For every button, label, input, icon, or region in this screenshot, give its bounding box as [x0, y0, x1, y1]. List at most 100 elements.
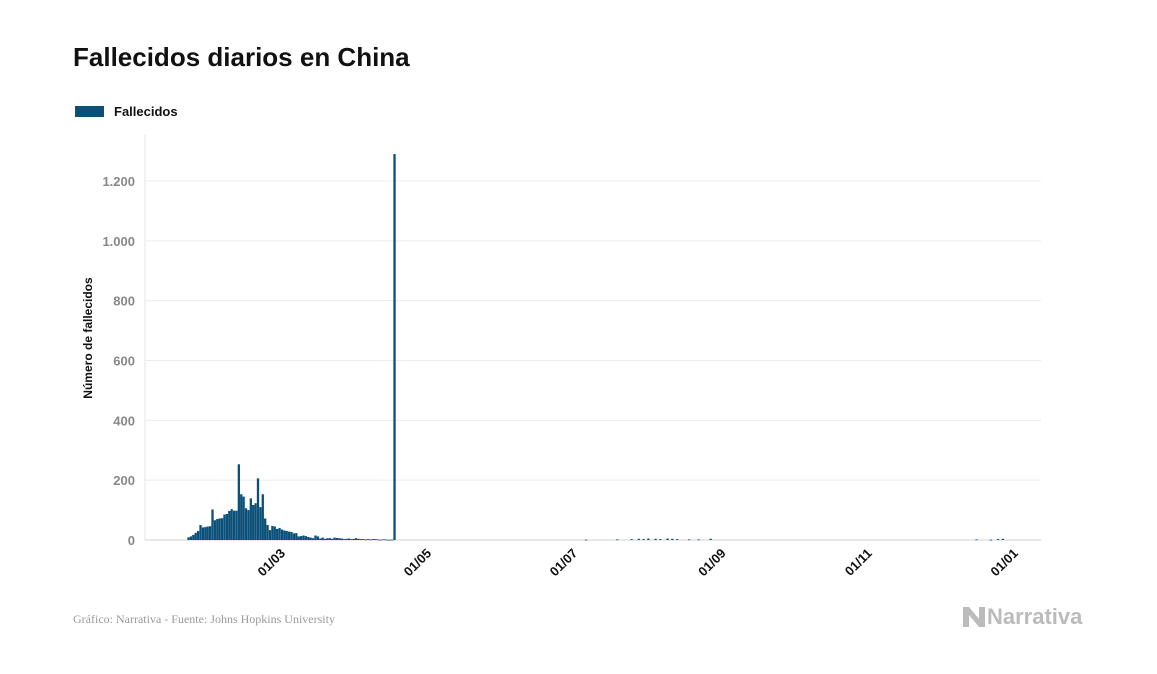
bar [254, 503, 257, 540]
bar [287, 531, 291, 540]
bar [232, 510, 236, 540]
bar [319, 538, 322, 540]
legend-label: Fallecidos [114, 104, 178, 119]
bar [199, 525, 202, 540]
bar [299, 536, 303, 540]
bar [213, 520, 217, 540]
bar [321, 537, 324, 540]
y-axis-title: Número de fallecidos [81, 277, 95, 399]
bar [697, 539, 700, 541]
bar [271, 525, 274, 540]
bar [355, 538, 358, 540]
y-tick-label: 800 [113, 294, 135, 309]
bar [388, 539, 391, 541]
bar [369, 539, 372, 541]
bar [273, 526, 276, 540]
bar [687, 539, 691, 541]
bar [201, 527, 205, 540]
bar [666, 538, 669, 540]
bar [194, 532, 197, 540]
bar [276, 528, 279, 540]
bar [268, 530, 272, 540]
y-tick-label: 600 [113, 354, 135, 369]
logo-text: Narrativa [987, 604, 1083, 629]
bar [204, 527, 207, 540]
bar [189, 536, 193, 540]
y-tick-label: 1.200 [102, 174, 135, 189]
bar [266, 525, 269, 540]
bar [378, 539, 382, 541]
bar [247, 510, 250, 540]
bar [230, 509, 233, 540]
bar [311, 538, 315, 540]
bar [216, 519, 219, 540]
bar [1001, 538, 1004, 540]
bar [357, 538, 360, 540]
bar [304, 536, 308, 540]
y-tick-label: 200 [113, 473, 135, 488]
y-tick-label: 400 [113, 413, 135, 428]
bar [709, 538, 712, 540]
bar [302, 535, 305, 540]
bar [352, 538, 355, 540]
bar [211, 509, 214, 540]
bar [659, 539, 662, 540]
x-tick-label: 01/05 [401, 546, 435, 580]
bar [345, 538, 348, 540]
bar [386, 539, 389, 541]
bar [335, 537, 339, 540]
narrativa-n-icon [963, 607, 985, 627]
bar [374, 539, 377, 540]
bar [675, 539, 679, 540]
bar [359, 539, 363, 540]
x-tick-label: 01/01 [987, 546, 1021, 580]
bar [654, 538, 657, 540]
bar [316, 536, 320, 540]
x-tick-label: 01/11 [842, 546, 875, 579]
bar [584, 539, 588, 541]
bar [647, 538, 650, 540]
bar [187, 537, 190, 540]
bar [292, 533, 296, 540]
bar [252, 504, 255, 540]
bar [264, 518, 267, 540]
bar [223, 514, 226, 540]
bar [206, 526, 209, 540]
bar [350, 539, 353, 540]
bar [290, 531, 293, 540]
bar [307, 537, 310, 540]
bar [208, 526, 212, 540]
bar [244, 508, 248, 540]
bar [235, 510, 238, 540]
bar [343, 539, 346, 540]
bar [671, 538, 674, 540]
bar [347, 538, 351, 540]
bar [616, 539, 619, 541]
bar [630, 539, 633, 540]
bar [259, 507, 262, 540]
bar [331, 538, 334, 540]
bar [249, 498, 252, 540]
bar [225, 513, 229, 540]
x-tick-label: 01/07 [547, 546, 581, 580]
y-tick-label: 1.000 [102, 234, 135, 249]
legend: Fallecidos [75, 104, 178, 119]
bar [295, 533, 298, 540]
bar [309, 537, 312, 540]
bar [333, 537, 336, 540]
bar [996, 539, 1000, 540]
bar [240, 494, 243, 540]
bar [323, 538, 327, 540]
bar [328, 538, 331, 540]
bar [256, 478, 260, 540]
bar [393, 154, 396, 540]
legend-swatch [75, 106, 104, 117]
bar [285, 531, 288, 540]
bar [228, 510, 231, 540]
bar [283, 530, 286, 540]
bar [237, 464, 240, 540]
bar [192, 534, 195, 540]
bar [280, 529, 284, 540]
narrativa-logo: Narrativa [963, 604, 1082, 630]
